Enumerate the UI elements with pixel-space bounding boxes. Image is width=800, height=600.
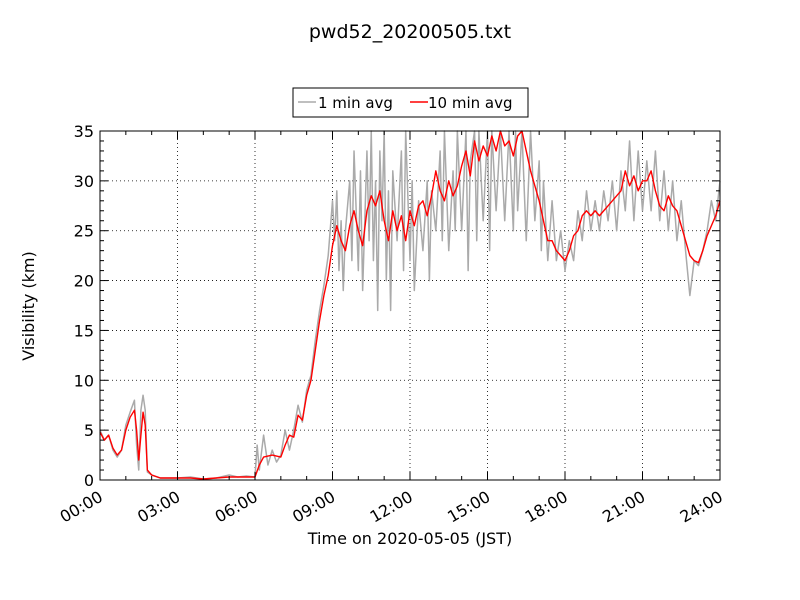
y-tick-label: 25 [74, 222, 94, 241]
y-tick-label: 20 [74, 272, 94, 291]
chart-title: pwd52_20200505.txt [309, 21, 511, 43]
plot-series [99, 130, 721, 480]
x-tick-label: 03:00 [134, 487, 183, 527]
plot-area [100, 131, 720, 480]
x-tick-label: 12:00 [367, 487, 416, 527]
y-tick-label: 5 [84, 421, 94, 440]
x-tick-label: 24:00 [677, 487, 726, 527]
x-tick-label: 06:00 [212, 487, 261, 527]
y-tick-label: 0 [84, 471, 94, 490]
y-tick-label: 15 [74, 321, 94, 340]
y-tick-label: 30 [74, 172, 94, 191]
legend-label-1min: 1 min avg [318, 94, 393, 112]
x-tick-label: 21:00 [599, 487, 648, 527]
x-tick-label: 15:00 [444, 487, 493, 527]
y-axis-label: Visibility (km) [19, 251, 38, 360]
y-tick-label: 10 [74, 371, 94, 390]
legend-label-10min: 10 min avg [428, 94, 513, 112]
x-tick-label: 18:00 [522, 487, 571, 527]
x-tick-label: 00:00 [57, 487, 106, 527]
y-tick-label: 35 [74, 122, 94, 141]
legend: 1 min avg 10 min avg [292, 87, 529, 118]
x-tick-label: 09:00 [289, 487, 338, 527]
series-line-1min-avg [99, 130, 721, 480]
series-line-10min-avg [99, 130, 721, 480]
x-axis-label: Time on 2020-05-05 (JST) [307, 529, 512, 548]
